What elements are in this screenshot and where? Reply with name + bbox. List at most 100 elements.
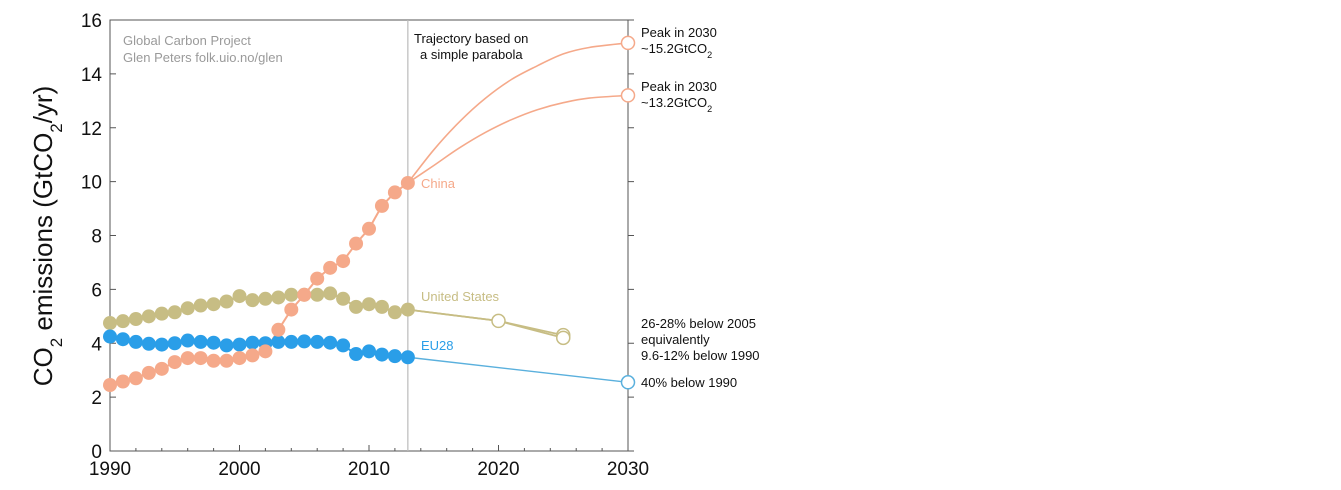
us-point [258, 291, 273, 306]
eu-point [206, 335, 221, 350]
eu-point [387, 349, 402, 364]
us-point [219, 294, 234, 309]
credit-line-1: Global Carbon Project [123, 33, 251, 48]
eu-point [400, 350, 415, 365]
x-tick-label: 1990 [89, 459, 131, 480]
projection-note-line-1: Trajectory based on [414, 31, 528, 46]
series-labels: China United States EU28 [421, 176, 500, 353]
china-target-point-1 [620, 35, 636, 51]
us-point [193, 298, 208, 313]
eu-point [374, 347, 389, 362]
eu-target-label: 40% below 1990 [641, 375, 737, 390]
china-peak-1-line-2: ~15.2GtCO2 [641, 41, 712, 60]
eu-point [103, 329, 117, 344]
y-tick-label: 10 [81, 173, 102, 194]
china-point [387, 185, 402, 200]
eu-point [284, 334, 299, 349]
china-point [103, 378, 117, 393]
x-tick-label: 2020 [477, 459, 519, 480]
us-point [336, 291, 351, 306]
china-projection-line-1 [407, 42, 629, 184]
us-point [154, 306, 169, 321]
projection-note-line-2: a simple parabola [420, 47, 523, 62]
us-target-label-line-1: 26-28% below 2005 [641, 316, 756, 331]
eu-point [349, 347, 364, 362]
china-projection-line-2 [407, 94, 629, 184]
us-point [115, 314, 130, 329]
axes: 0 2 4 6 8 10 12 14 16 1990 2000 2010 2020 2030 [81, 11, 649, 480]
us-point [103, 316, 117, 331]
china-point [310, 271, 325, 286]
eu-projection-line [407, 356, 629, 384]
china-point [219, 353, 234, 368]
china-point [193, 351, 208, 366]
us-point [374, 299, 389, 314]
series-points [103, 35, 636, 393]
us-point [245, 293, 260, 308]
eu-point [310, 334, 325, 349]
x-tick-label: 2010 [348, 459, 390, 480]
us-point [349, 299, 364, 314]
china-series-label: China [421, 176, 456, 191]
china-point [349, 236, 364, 251]
china-peak-2-line-2: ~13.2GtCO2 [641, 95, 712, 114]
us-target-point-3 [556, 330, 571, 346]
credit-text: Global Carbon Project Glen Peters folk.ui… [123, 33, 283, 65]
eu-point [219, 338, 234, 353]
china-point [180, 351, 195, 366]
china-point [232, 351, 247, 366]
china-point [323, 260, 338, 275]
us-point [387, 305, 402, 320]
us-point [232, 289, 247, 304]
china-point [336, 254, 351, 269]
us-point [206, 297, 221, 312]
y-tick-label: 6 [91, 280, 102, 301]
china-point [245, 348, 260, 363]
us-target-point-1 [491, 313, 506, 329]
eu-point [115, 332, 130, 347]
y-tick-label: 12 [81, 119, 102, 140]
y-axis-label-text: CO2 emissions (GtCO2/yr) [28, 86, 66, 387]
eu-point [141, 336, 156, 351]
china-point [167, 355, 182, 370]
us-point [128, 312, 143, 327]
china-point [258, 344, 273, 359]
y-tick-label: 2 [91, 388, 102, 409]
china-target-point-2 [620, 88, 636, 103]
eu-point [167, 336, 182, 351]
y-tick-label: 16 [81, 11, 102, 32]
eu-target-point [620, 375, 636, 390]
eu-point [271, 334, 286, 349]
china-point [271, 322, 286, 337]
eu-point [336, 338, 351, 353]
china-point [400, 175, 415, 190]
china-point [206, 353, 221, 368]
us-point [400, 302, 415, 317]
us-point [141, 309, 156, 324]
eu-point [154, 337, 169, 352]
us-point [362, 297, 376, 312]
china-point [128, 371, 143, 386]
eu-point [362, 344, 376, 359]
eu-point [193, 334, 208, 349]
eu-point [245, 335, 260, 350]
china-point [141, 365, 156, 380]
y-tick-label: 0 [91, 442, 102, 463]
eu-series-label: EU28 [421, 338, 454, 353]
china-point [362, 221, 376, 236]
eu-point [323, 335, 338, 350]
projection-note: Trajectory based ona simple parabola [414, 31, 528, 62]
x-tick-label: 2000 [218, 459, 260, 480]
china-point [374, 198, 389, 213]
us-target-label-line-3: 9.6-12% below 1990 [641, 348, 760, 363]
x-tick-label: 2030 [607, 459, 649, 480]
eu-point [180, 333, 195, 348]
us-point [271, 290, 286, 305]
china-point [284, 302, 299, 317]
eu-point [232, 337, 247, 352]
y-tick-label: 4 [91, 334, 102, 355]
china-point [297, 287, 312, 302]
us-point [180, 301, 195, 316]
eu-point [297, 334, 312, 349]
